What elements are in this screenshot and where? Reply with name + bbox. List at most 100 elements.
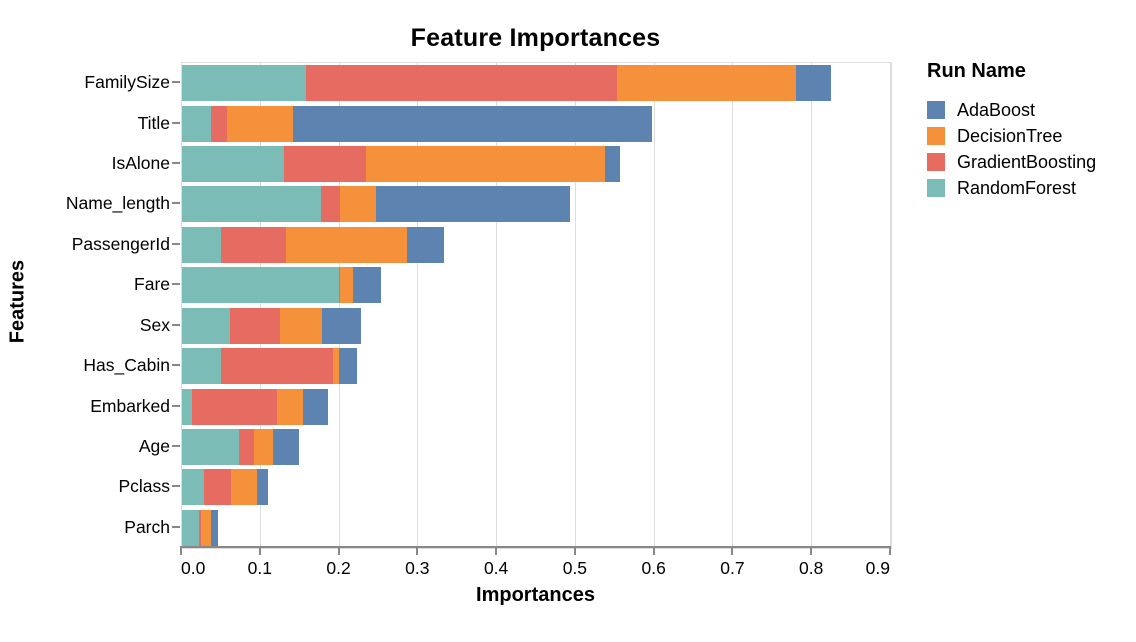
bar-segment-randomforest — [182, 428, 239, 465]
bar-row-title — [182, 105, 891, 142]
bar-segment-decisiontree — [285, 226, 408, 263]
bar-segment-randomforest — [182, 105, 212, 142]
bar-segment-adaboost — [322, 307, 361, 344]
y-tick-label: Age — [138, 435, 170, 456]
x-axis-line — [180, 546, 891, 548]
bar-segment-adaboost — [211, 509, 219, 546]
y-tick-label: PassengerId — [71, 233, 170, 254]
legend-label: GradientBoosting — [957, 152, 1097, 172]
bar-row-fare — [182, 267, 891, 304]
bar-segment-randomforest — [182, 509, 199, 546]
x-axis-tick — [573, 548, 576, 555]
bar-segment-decisiontree — [230, 469, 257, 506]
legend-label: AdaBoost — [957, 100, 1036, 120]
bar-segment-decisiontree — [339, 267, 353, 304]
legend-entry-gradientboosting: GradientBoosting — [918, 149, 1096, 175]
bar-segment-gradientboosting — [230, 307, 281, 344]
bar-segment-decisiontree — [226, 105, 294, 142]
legend-entry-randomforest: RandomForest — [918, 175, 1096, 201]
x-axis-tick — [889, 548, 891, 555]
bar-segment-decisiontree — [277, 388, 303, 425]
bar-segment-randomforest — [182, 388, 193, 425]
plot-area — [181, 62, 892, 549]
x-axis-tick — [731, 548, 734, 555]
x-axis-tick — [416, 548, 419, 555]
y-tick-label: Fare — [134, 274, 170, 295]
legend-title: Run Name — [927, 60, 1026, 82]
bar-segment-randomforest — [182, 267, 339, 304]
gridline — [417, 63, 419, 548]
bar-segment-adaboost — [338, 348, 357, 385]
y-axis-tick — [172, 121, 180, 124]
x-axis-tick — [810, 548, 813, 555]
bar-segment-randomforest — [182, 307, 231, 344]
legend-label: RandomForest — [957, 178, 1077, 198]
legend-swatch-decisiontree — [927, 127, 945, 145]
bar-segment-adaboost — [272, 428, 300, 465]
legend-entry-decisiontree: DecisionTree — [918, 123, 1096, 149]
x-axis-title: Importances — [476, 584, 595, 606]
bar-segment-adaboost — [605, 146, 620, 183]
bar-row-age — [182, 428, 891, 465]
bar-segment-decisiontree — [200, 509, 212, 546]
gridline — [653, 63, 655, 548]
x-axis-tick — [337, 548, 340, 555]
bar-row-name_length — [182, 186, 891, 223]
y-axis-tick — [172, 444, 180, 447]
y-tick-label: Embarked — [90, 395, 170, 416]
x-axis-tick — [180, 548, 182, 555]
gridline — [732, 63, 734, 548]
gridline — [574, 63, 576, 548]
x-tick-label: 0.5 — [562, 558, 588, 578]
y-axis-tick — [172, 242, 180, 245]
bar-row-familysize — [182, 65, 891, 102]
bar-segment-decisiontree — [616, 65, 797, 102]
bar-segment-gradientboosting — [220, 226, 286, 263]
gridline — [890, 63, 891, 548]
legend-swatch-randomforest — [927, 179, 945, 197]
x-tick-label: 0.9 — [865, 558, 890, 578]
x-axis-tick — [495, 548, 498, 555]
bar-segment-gradientboosting — [284, 146, 366, 183]
bar-segment-gradientboosting — [305, 65, 617, 102]
legend-entries: AdaBoost DecisionTree GradientBoosting Rand… — [918, 97, 1096, 201]
bar-segment-randomforest — [182, 186, 322, 223]
y-tick-label: Pclass — [118, 476, 170, 497]
x-axis-tick — [652, 548, 655, 555]
bar-segment-randomforest — [182, 226, 221, 263]
legend: Run Name AdaBoost DecisionTree GradientBoo… — [918, 60, 1096, 201]
y-tick-label: FamilySize — [84, 72, 170, 93]
bar-segment-adaboost — [293, 105, 652, 142]
y-tick-label: Name_length — [65, 193, 170, 214]
x-tick-label: 0.7 — [720, 558, 745, 578]
legend-swatch-adaboost — [927, 101, 945, 119]
x-tick-label: 0.1 — [247, 558, 272, 578]
bar-segment-gradientboosting — [238, 428, 255, 465]
x-axis-tick — [258, 548, 261, 555]
bar-segment-randomforest — [182, 469, 205, 506]
bar-segment-gradientboosting — [321, 186, 341, 223]
y-tick-label: Sex — [139, 314, 170, 335]
gridline — [338, 63, 340, 548]
bar-segment-gradientboosting — [192, 388, 278, 425]
bar-segment-gradientboosting — [338, 267, 340, 304]
y-tick-label: Has_Cabin — [83, 355, 170, 376]
legend-swatch-gradientboosting — [927, 153, 945, 171]
y-axis-tick — [172, 283, 180, 286]
bar-row-pclass — [182, 469, 891, 506]
bar-segment-adaboost — [256, 469, 268, 506]
y-axis-tick — [172, 81, 180, 84]
y-axis-tick — [172, 485, 180, 488]
bar-segment-decisiontree — [340, 186, 376, 223]
bar-segment-adaboost — [407, 226, 444, 263]
bar-segment-decisiontree — [280, 307, 323, 344]
x-tick-label: 0.3 — [405, 558, 430, 578]
x-tick-label: 0.2 — [326, 558, 351, 578]
y-axis-tick — [172, 404, 180, 407]
y-tick-label: Title — [137, 112, 170, 133]
gridline — [496, 63, 498, 548]
bar-segment-adaboost — [352, 267, 382, 304]
bar-segment-adaboost — [796, 65, 832, 102]
bar-segment-decisiontree — [365, 146, 606, 183]
